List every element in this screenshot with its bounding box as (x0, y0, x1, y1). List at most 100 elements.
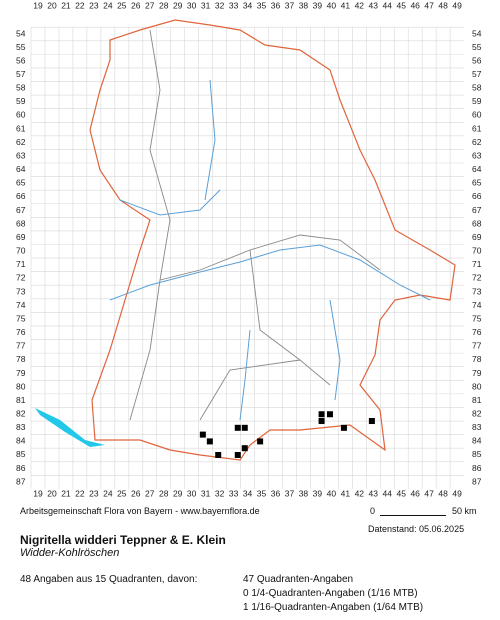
row-label: 79 (16, 368, 26, 378)
column-label: 36 (271, 488, 281, 498)
row-label: 86 (472, 463, 482, 473)
row-label: 62 (16, 137, 26, 147)
column-label: 39 (313, 488, 323, 498)
row-label: 54 (472, 28, 482, 38)
column-label: 29 (173, 488, 183, 498)
row-label: 58 (472, 83, 482, 93)
grid: 19 19 20 20 21 21 22 22 23 23 24 24 25 25 26 26 27 27 28 28… (16, 0, 482, 498)
stat: 47 Quadranten-Angaben (243, 574, 354, 585)
row-label: 70 (472, 246, 482, 256)
row-label: 55 (16, 42, 26, 52)
row-label: 69 (16, 232, 26, 242)
row-label: 81 (472, 395, 482, 405)
row-label: 85 (472, 449, 482, 459)
row-label: 64 (16, 164, 26, 174)
row-label: 61 (472, 123, 482, 133)
row-label: 85 (16, 449, 26, 459)
row-label: 87 (472, 476, 482, 486)
row-label: 59 (16, 96, 26, 106)
row-label: 71 (472, 259, 482, 269)
row-label: 65 (16, 178, 26, 188)
occurrence (234, 451, 241, 458)
column-label: 47 (424, 0, 434, 10)
row-label: 72 (472, 273, 482, 283)
occurrence (340, 424, 347, 431)
row-label: 75 (472, 313, 482, 323)
column-label: 36 (271, 0, 281, 10)
species-title: Nigritella widderi Teppner & E. Klein (20, 533, 226, 547)
row-label: 75 (16, 313, 26, 323)
column-label: 42 (355, 488, 365, 498)
row-label: 84 (472, 436, 482, 446)
column-label: 24 (103, 0, 113, 10)
row-label: 83 (472, 422, 482, 432)
row-label: 59 (472, 96, 482, 106)
column-label: 34 (243, 0, 253, 10)
occurrence (199, 431, 206, 438)
column-label: 19 (33, 0, 43, 10)
column-label: 43 (369, 0, 379, 10)
column-label: 38 (299, 488, 309, 498)
row-label: 80 (472, 381, 482, 391)
occurrence (206, 438, 213, 445)
species-subtitle: Widder-Kohlröschen (20, 547, 120, 559)
scale-end: 50 km (452, 506, 477, 516)
column-label: 34 (243, 488, 253, 498)
row-label: 81 (16, 395, 26, 405)
column-label: 47 (424, 488, 434, 498)
column-label: 28 (159, 0, 169, 10)
row-label: 70 (16, 246, 26, 256)
occurrence (241, 424, 248, 431)
row-label: 78 (16, 354, 26, 364)
column-label: 37 (285, 0, 295, 10)
row-label: 84 (16, 436, 26, 446)
column-label: 40 (327, 488, 337, 498)
column-label: 23 (89, 0, 99, 10)
column-label: 32 (215, 0, 225, 10)
river (109, 79, 431, 421)
row-label: 63 (472, 150, 482, 160)
column-label: 27 (145, 488, 155, 498)
column-label: 31 (201, 488, 211, 498)
column-label: 44 (383, 0, 393, 10)
summary: 48 Angaben aus 15 Quadranten, davon: (20, 574, 198, 585)
column-label: 49 (452, 0, 462, 10)
column-label: 40 (327, 0, 337, 10)
row-label: 56 (16, 55, 26, 65)
column-label: 25 (117, 488, 127, 498)
column-label: 19 (33, 488, 43, 498)
scale-bar (380, 515, 446, 516)
row-label: 78 (472, 354, 482, 364)
row-label: 63 (16, 150, 26, 160)
row-label: 79 (472, 368, 482, 378)
column-label: 43 (369, 488, 379, 498)
column-label: 21 (61, 0, 71, 10)
column-label: 31 (201, 0, 211, 10)
column-label: 46 (410, 488, 420, 498)
row-label: 82 (16, 408, 26, 418)
occurrence (234, 424, 241, 431)
row-label: 60 (16, 110, 26, 120)
row-label: 76 (16, 327, 26, 337)
row-label: 66 (16, 191, 26, 201)
row-label: 87 (16, 476, 26, 486)
row-label: 77 (472, 341, 482, 351)
row-label: 82 (472, 408, 482, 418)
column-label: 33 (229, 0, 239, 10)
column-label: 38 (299, 0, 309, 10)
row-label: 86 (16, 463, 26, 473)
column-label: 26 (131, 0, 141, 10)
column-label: 45 (396, 488, 406, 498)
scale-start: 0 (370, 506, 376, 516)
column-label: 41 (341, 488, 351, 498)
row-label: 60 (472, 110, 482, 120)
row-label: 61 (16, 123, 26, 133)
column-label: 37 (285, 488, 295, 498)
row-label: 62 (472, 137, 482, 147)
column-label: 22 (75, 488, 85, 498)
row-label: 74 (472, 300, 482, 310)
occurrence (326, 411, 333, 418)
date: Datenstand: 05.06.2025 (368, 524, 465, 534)
row-label: 76 (472, 327, 482, 337)
